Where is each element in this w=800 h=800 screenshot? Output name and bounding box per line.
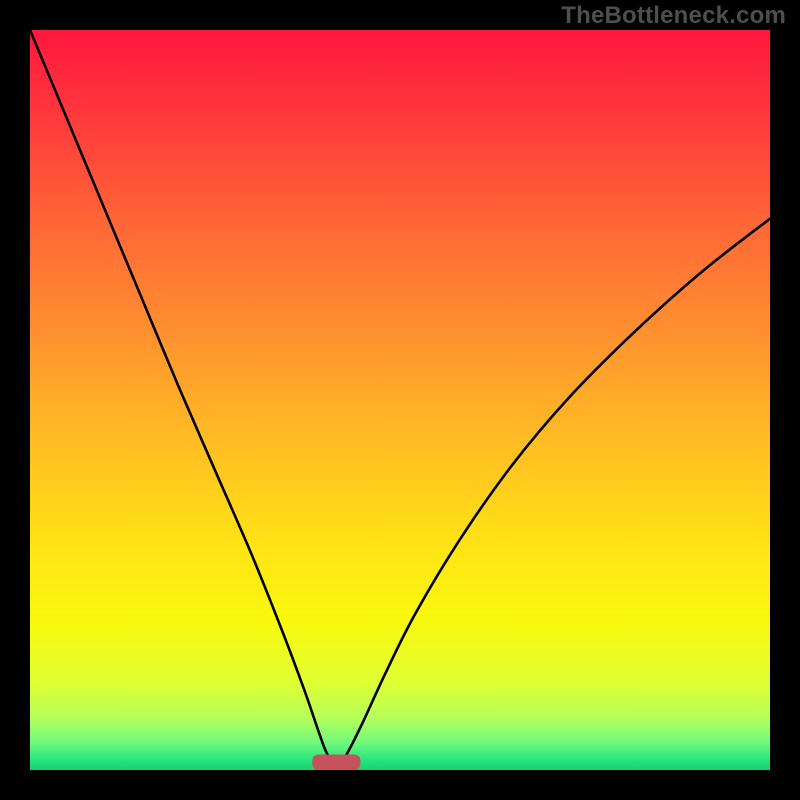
plot-background xyxy=(30,30,770,770)
bottleneck-chart xyxy=(0,0,800,800)
watermark-text: TheBottleneck.com xyxy=(561,2,786,30)
optimal-marker xyxy=(312,754,360,770)
chart-container: TheBottleneck.com xyxy=(0,0,800,800)
